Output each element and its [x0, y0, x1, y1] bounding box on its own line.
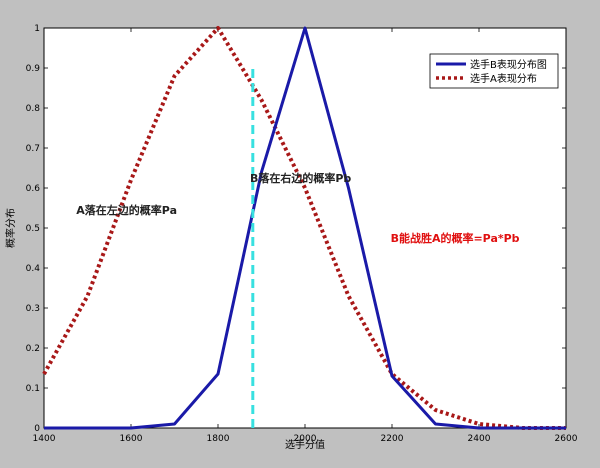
- series-lines: [42, 26, 566, 430]
- series-b-line: [44, 26, 566, 430]
- y-tick-label: 0.1: [26, 384, 40, 394]
- y-tick-label: 0.9: [26, 64, 41, 74]
- y-tick-label: 0.2: [26, 344, 40, 354]
- y-tick-label: 0.6: [26, 184, 41, 194]
- axis-ticks: 1400 1600 1800 2000 2200 2400 2600 0 0.1 0.2 0.3 0.…: [26, 24, 578, 444]
- annotations: A落在左边的概率Pa B落在右边的概率Pb B能战胜A的概率=Pa*Pb: [76, 171, 519, 245]
- x-tick-label: 2200: [381, 434, 404, 444]
- x-tick-label: 1600: [120, 434, 143, 444]
- annotation-text: B落在右边的概率Pb: [250, 171, 351, 185]
- y-axis-label: 概率分布: [4, 208, 17, 248]
- legend-box: [429, 53, 559, 89]
- annotation-text: B能战胜A的概率=Pa*Pb: [391, 231, 520, 245]
- y-tick-label: 1: [34, 24, 40, 34]
- y-tick-label: 0: [34, 424, 40, 434]
- x-axis-label: 选手分值: [285, 438, 325, 451]
- legend-label-series-b: 选手B表现分布图: [470, 58, 547, 71]
- y-tick-label: 0.7: [26, 144, 40, 154]
- x-tick-label: 2400: [468, 434, 491, 444]
- y-tick-label: 0.5: [26, 224, 40, 234]
- y-tick-label: 0.8: [26, 104, 41, 114]
- x-tick-label: 1400: [33, 434, 56, 444]
- series-a-line: [42, 26, 566, 430]
- y-tick-label: 0.4: [26, 264, 41, 274]
- x-tick-label: 1800: [207, 434, 230, 444]
- x-tick-label: 2000: [294, 434, 317, 444]
- legend-label-series-a: 选手A表现分布: [470, 72, 537, 85]
- annotation-text: A落在左边的概率Pa: [76, 203, 177, 217]
- plot-area: [43, 27, 567, 429]
- x-tick-label: 2600: [555, 434, 578, 444]
- legend: 选手B表现分布图 选手A表现分布: [429, 53, 559, 89]
- y-tick-label: 0.3: [26, 304, 40, 314]
